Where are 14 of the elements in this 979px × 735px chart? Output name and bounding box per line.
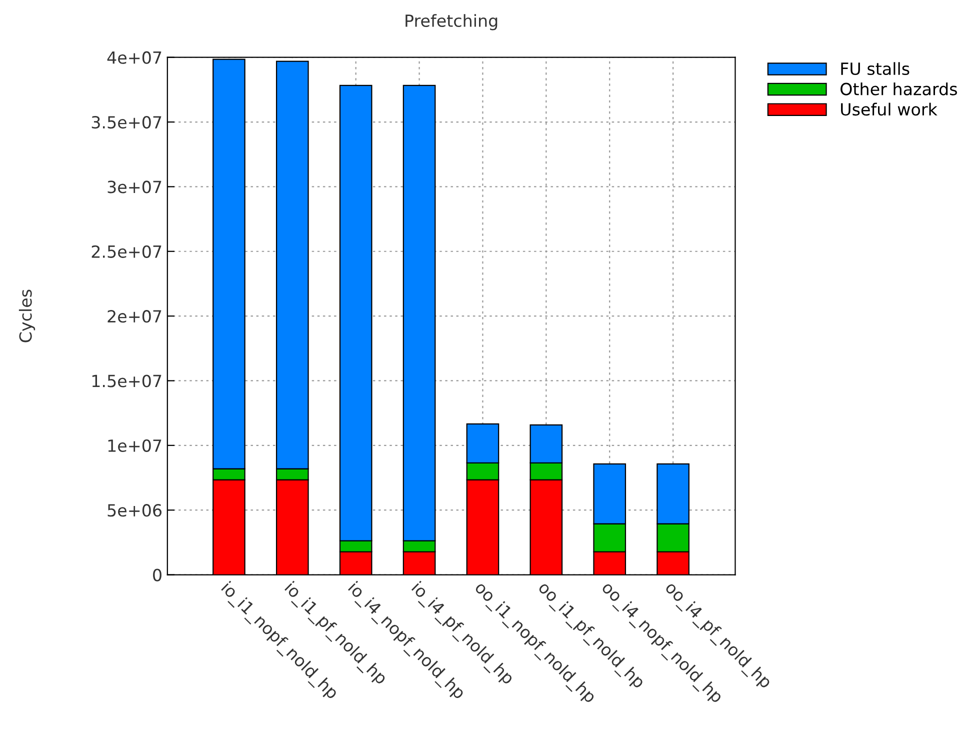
y-tick-label: 4e+07 (107, 51, 162, 64)
y-tick-label: 3e+07 (108, 180, 162, 194)
legend-label: FU stalls (841, 62, 910, 76)
legend-label: Other hazards (840, 82, 957, 96)
y-tick-label: 5e+06 (108, 504, 162, 517)
chart-title: Prefetching (406, 14, 498, 30)
y-tick-label: 3.5e+07 (92, 116, 162, 129)
legend-label: Useful work (841, 102, 938, 116)
y-tick-label: 0 (153, 568, 162, 582)
y-tick-label: 1.5e+07 (92, 374, 162, 388)
y-tick-label: 1e+07 (108, 439, 162, 452)
y-tick-label: 2e+07 (108, 310, 162, 323)
y-tick-label: 2.5e+07 (92, 245, 162, 258)
y-axis-title: Cycles (18, 290, 36, 342)
